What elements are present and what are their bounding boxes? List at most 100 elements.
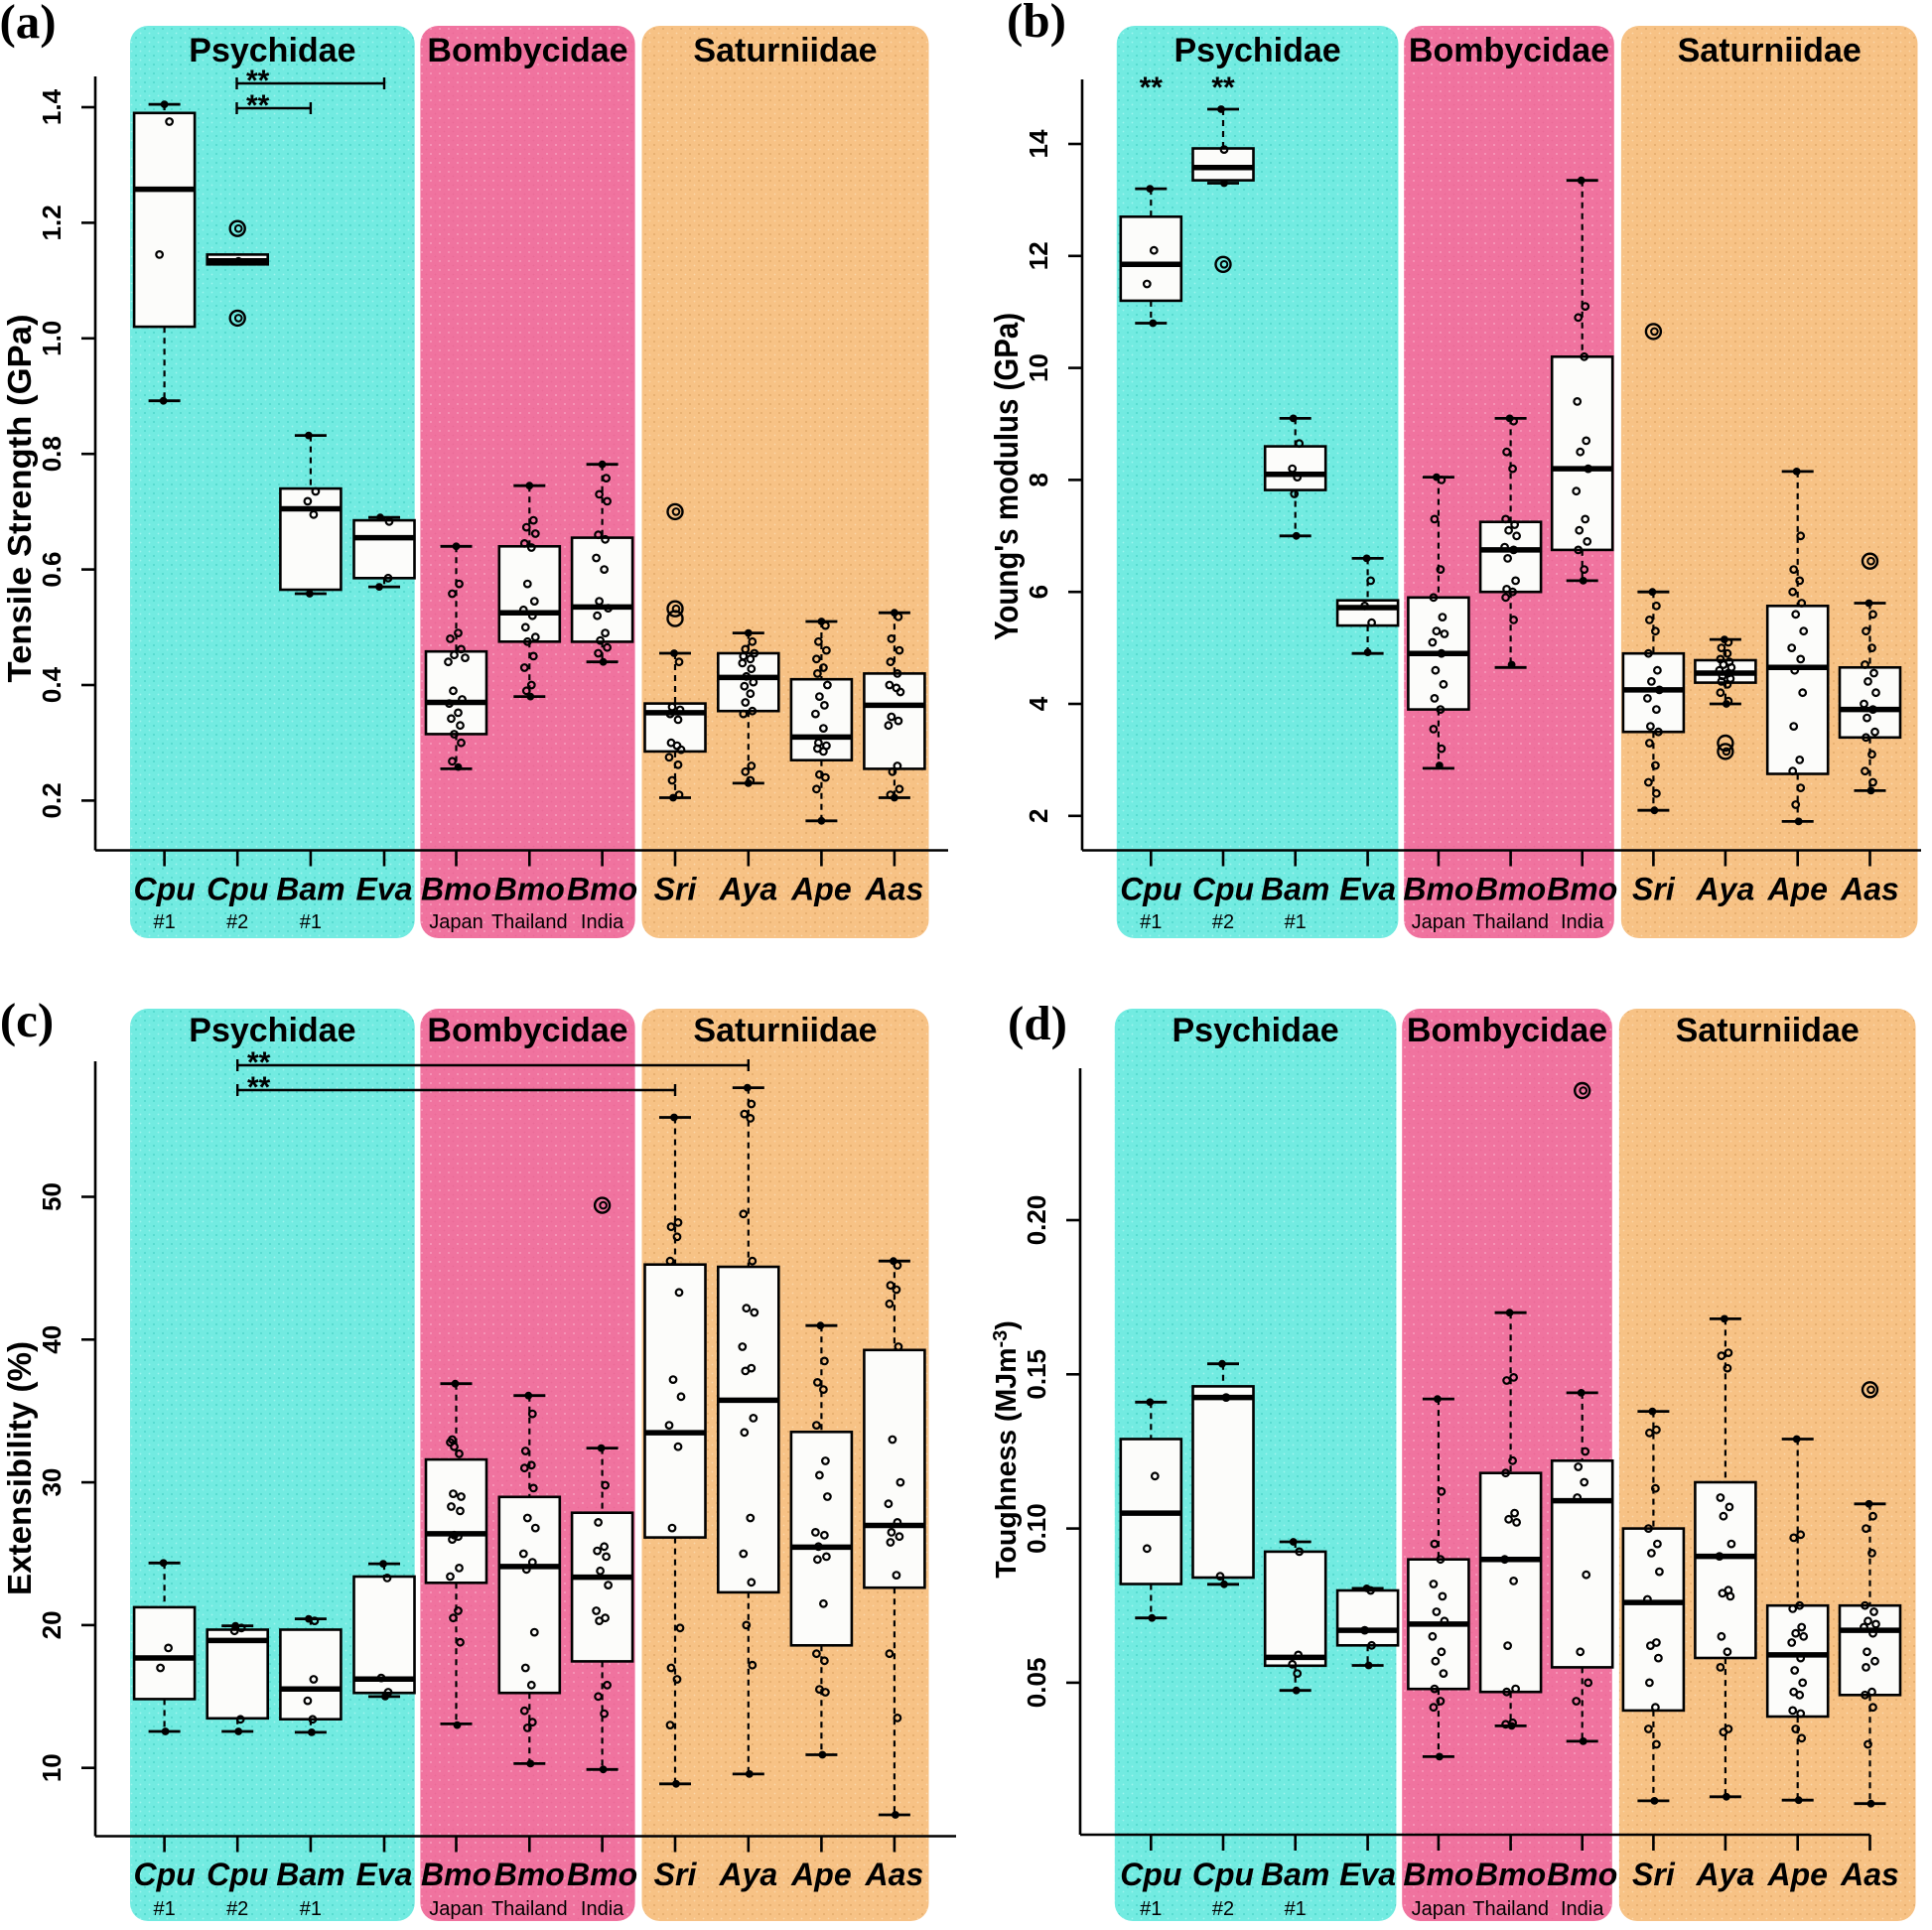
- svg-text:14: 14: [1024, 129, 1053, 158]
- svg-text:Bmo: Bmo: [1403, 1857, 1473, 1892]
- svg-text:Cpu: Cpu: [133, 1857, 195, 1892]
- svg-text:0.20: 0.20: [1022, 1195, 1051, 1246]
- svg-text:Psychidae: Psychidae: [189, 1012, 355, 1049]
- svg-text:Aya: Aya: [718, 1857, 777, 1892]
- svg-text:Toughness (MJm-3): Toughness (MJm-3): [990, 1320, 1023, 1579]
- svg-text:Psychidae: Psychidae: [1172, 1012, 1338, 1049]
- svg-text:India: India: [581, 1898, 624, 1920]
- svg-text:(a): (a): [0, 0, 57, 49]
- svg-text:Saturniidae: Saturniidae: [1676, 1012, 1860, 1049]
- svg-text:0.2: 0.2: [37, 782, 67, 818]
- svg-text:Japan: Japan: [1412, 911, 1466, 933]
- svg-text:Bmo: Bmo: [1403, 872, 1473, 907]
- svg-text:1.0: 1.0: [37, 321, 67, 356]
- svg-text:**: **: [1140, 71, 1164, 104]
- svg-text:50: 50: [37, 1182, 67, 1211]
- svg-text:Sri: Sri: [1632, 872, 1676, 907]
- svg-text:0.05: 0.05: [1022, 1658, 1051, 1709]
- svg-text:6: 6: [1024, 585, 1053, 599]
- svg-text:10: 10: [37, 1753, 67, 1782]
- svg-text:Extensibility (%): Extensibility (%): [1, 1341, 38, 1595]
- svg-text:Japan: Japan: [429, 911, 483, 933]
- svg-text:0.8: 0.8: [37, 436, 67, 472]
- svg-text:Cpu: Cpu: [1192, 872, 1254, 907]
- svg-text:#1: #1: [300, 911, 322, 933]
- svg-text:Bmo: Bmo: [494, 1857, 565, 1892]
- svg-text:2: 2: [1024, 809, 1053, 823]
- svg-text:Japan: Japan: [429, 1898, 483, 1920]
- svg-text:Aya: Aya: [718, 872, 777, 907]
- svg-text:Psychidae: Psychidae: [189, 32, 355, 69]
- svg-text:Eva: Eva: [356, 1857, 413, 1892]
- svg-text:Aya: Aya: [1696, 872, 1755, 907]
- svg-text:Bombycidae: Bombycidae: [1407, 1012, 1607, 1049]
- svg-text:Saturniidae: Saturniidae: [693, 32, 877, 69]
- svg-text:Bmo: Bmo: [567, 1857, 637, 1892]
- svg-text:#1: #1: [300, 1898, 322, 1920]
- svg-text:20: 20: [37, 1610, 67, 1639]
- svg-text:Bombycidae: Bombycidae: [427, 32, 627, 69]
- svg-text:Bam: Bam: [276, 872, 345, 907]
- svg-text:Bombycidae: Bombycidae: [1409, 32, 1609, 69]
- svg-text:Ape: Ape: [1766, 872, 1827, 907]
- svg-text:Psychidae: Psychidae: [1173, 32, 1340, 69]
- svg-text:Ape: Ape: [1766, 1857, 1827, 1892]
- svg-text:(c): (c): [0, 993, 54, 1047]
- svg-text:**: **: [247, 1046, 271, 1079]
- svg-text:Aas: Aas: [1840, 1857, 1899, 1892]
- svg-text:Japan: Japan: [1412, 1898, 1466, 1920]
- svg-text:**: **: [246, 65, 270, 97]
- svg-text:Cpu: Cpu: [207, 1857, 268, 1892]
- svg-text:#2: #2: [226, 1898, 248, 1920]
- svg-text:(b): (b): [1007, 0, 1066, 48]
- svg-text:Sri: Sri: [654, 872, 698, 907]
- svg-text:30: 30: [37, 1468, 67, 1497]
- svg-text:Saturniidae: Saturniidae: [693, 1012, 877, 1049]
- svg-text:#1: #1: [153, 911, 175, 933]
- svg-text:#1: #1: [1285, 911, 1307, 933]
- svg-text:Eva: Eva: [356, 872, 413, 907]
- svg-text:Aya: Aya: [1696, 1857, 1755, 1892]
- svg-text:0.6: 0.6: [37, 552, 67, 588]
- svg-text:Aas: Aas: [865, 1857, 924, 1892]
- svg-text:Bmo: Bmo: [421, 1857, 491, 1892]
- svg-text:Thailand: Thailand: [491, 1898, 568, 1920]
- svg-text:Bam: Bam: [1261, 872, 1329, 907]
- svg-text:8: 8: [1024, 473, 1053, 486]
- svg-text:#2: #2: [1212, 911, 1234, 933]
- svg-text:Saturniidae: Saturniidae: [1678, 32, 1862, 69]
- svg-text:Ape: Ape: [790, 1857, 851, 1892]
- svg-text:#2: #2: [1212, 1898, 1234, 1920]
- svg-text:Eva: Eva: [1339, 872, 1396, 907]
- svg-text:0.4: 0.4: [37, 666, 67, 703]
- svg-text:#1: #1: [153, 1898, 175, 1920]
- svg-text:Bmo: Bmo: [421, 872, 491, 907]
- svg-text:0.10: 0.10: [1022, 1503, 1051, 1554]
- svg-text:Aas: Aas: [1840, 872, 1899, 907]
- svg-text:**: **: [1211, 71, 1235, 104]
- svg-text:#1: #1: [1140, 1898, 1162, 1920]
- svg-text:**: **: [246, 89, 270, 122]
- svg-text:1.4: 1.4: [37, 88, 67, 125]
- svg-text:Bmo: Bmo: [1547, 872, 1617, 907]
- svg-text:India: India: [1561, 1898, 1604, 1920]
- svg-text:Bmo: Bmo: [494, 872, 565, 907]
- svg-text:Cpu: Cpu: [1120, 1857, 1181, 1892]
- svg-text:Bmo: Bmo: [567, 872, 637, 907]
- svg-text:Sri: Sri: [1632, 1857, 1676, 1892]
- svg-text:#1: #1: [1285, 1898, 1307, 1920]
- svg-text:India: India: [1561, 911, 1604, 933]
- svg-text:India: India: [581, 911, 624, 933]
- svg-text:Tensile Strength (GPa): Tensile Strength (GPa): [1, 315, 38, 683]
- svg-text:10: 10: [1024, 353, 1053, 382]
- svg-text:Bam: Bam: [1261, 1857, 1329, 1892]
- svg-text:#2: #2: [226, 911, 248, 933]
- svg-text:Sri: Sri: [654, 1857, 698, 1892]
- svg-text:Bombycidae: Bombycidae: [427, 1012, 627, 1049]
- svg-text:40: 40: [37, 1325, 67, 1354]
- svg-text:Thailand: Thailand: [1472, 911, 1549, 933]
- svg-text:4: 4: [1024, 696, 1053, 711]
- svg-text:Cpu: Cpu: [133, 872, 195, 907]
- svg-text:Eva: Eva: [1339, 1857, 1396, 1892]
- svg-text:Aas: Aas: [865, 872, 924, 907]
